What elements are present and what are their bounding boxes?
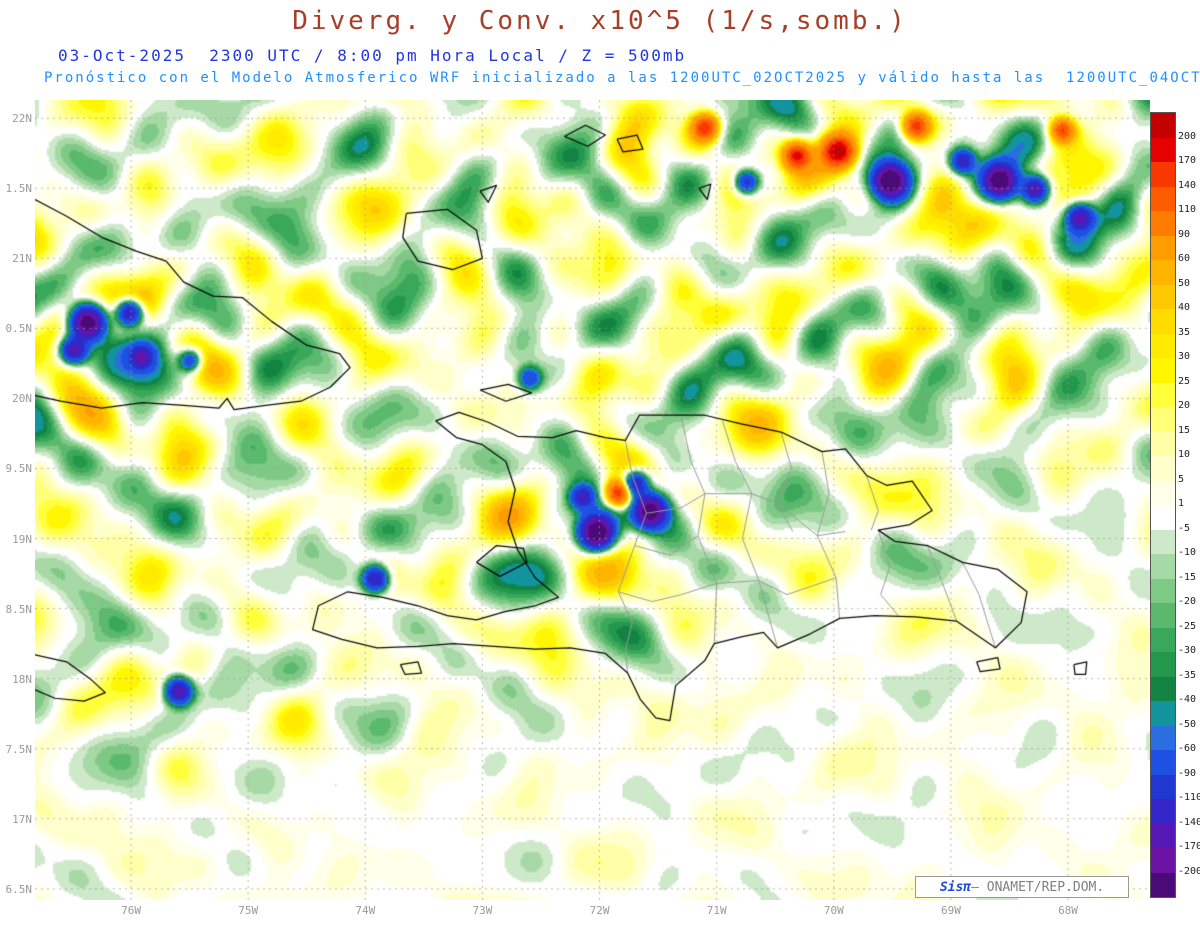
lon-tick-label: 75W (238, 904, 259, 917)
colorbar-segment (1151, 431, 1175, 456)
colorbar-segment (1151, 480, 1175, 505)
colorbar-segment (1151, 676, 1175, 701)
colorbar-segment (1151, 235, 1175, 260)
colorbar-segment (1151, 799, 1175, 824)
colorbar-tick-label: -20 (1178, 596, 1197, 607)
map-area: Sisπ – ONAMET/REP.DOM. (35, 100, 1150, 900)
colorbar-tick-label: 140 (1178, 179, 1197, 191)
lat-tick-label: 1.5N (5, 182, 33, 196)
colorbar-tick-label: 10 (1178, 449, 1191, 460)
colorbar-tick-label: 15 (1178, 424, 1191, 436)
colorbar-tick-label: -40 (1178, 694, 1197, 705)
colorbar-segment (1151, 750, 1175, 775)
colorbar-segment (1151, 284, 1175, 309)
colorbar-segment (1151, 260, 1175, 285)
colorbar-segment (1151, 872, 1175, 897)
colorbar-segment (1151, 309, 1175, 334)
colorbar-segment (1151, 382, 1175, 407)
colorbar-segment (1151, 823, 1175, 848)
sispi-logo-text: Sisπ (939, 879, 972, 895)
colorbar-segment (1151, 186, 1175, 211)
lat-tick-label: 21N (12, 252, 32, 266)
colorbar-tick-label: 60 (1178, 253, 1191, 264)
colorbar-segment (1151, 774, 1175, 799)
colorbar-tick-label: -5 (1178, 522, 1191, 534)
colorbar-tick-label: 35 (1178, 326, 1191, 338)
colorbar-tick-label: -110 (1178, 792, 1200, 803)
colorbar-segment (1151, 848, 1175, 873)
colorbar-tick-label: 40 (1178, 302, 1191, 313)
colorbar-tick-label: -10 (1178, 547, 1197, 558)
lat-tick-label: 20N (12, 392, 32, 406)
lon-tick-label: 73W (472, 904, 493, 917)
colorbar-tick-label: -15 (1178, 571, 1197, 583)
colorbar-tick-label: 20 (1178, 400, 1191, 411)
lat-tick-label: 6.5N (5, 882, 33, 896)
lat-tick-label: 8.5N (5, 602, 33, 616)
colorbar-tick-label: -200 (1178, 865, 1200, 877)
colorbar-segment (1151, 701, 1175, 726)
colorbar-segment (1151, 578, 1175, 603)
lat-tick-label: 9.5N (5, 462, 33, 476)
colorbar-segment (1151, 725, 1175, 750)
colorbar-segment (1151, 554, 1175, 579)
lon-tick-label: 71W (706, 904, 727, 917)
valid-time-line: 03-Oct-2025 2300 UTC / 8:00 pm Hora Loca… (58, 46, 687, 65)
colorbar-tick-label: 1 (1178, 498, 1185, 509)
colorbar-tick-label: 90 (1178, 228, 1191, 240)
lat-tick-label: 7.5N (5, 742, 33, 756)
colorbar-segment (1151, 137, 1175, 162)
colorbar-tick-label: -35 (1178, 669, 1197, 681)
colorbar-tick-label: -170 (1178, 841, 1200, 852)
colorbar-segment (1151, 652, 1175, 677)
colorbar-tick-label: -50 (1178, 718, 1197, 730)
lat-tick-label: 0.5N (5, 322, 33, 336)
colorbar-segment (1151, 505, 1175, 530)
colorbar-segment (1151, 603, 1175, 628)
colorbar-segment (1151, 358, 1175, 383)
colorbar-segment (1151, 407, 1175, 432)
colorbar-tick-label: 5 (1178, 473, 1185, 485)
colorbar-segment (1151, 627, 1175, 652)
lon-tick-label: 68W (1058, 904, 1078, 917)
lon-tick-label: 72W (589, 904, 610, 917)
colorbar-segment (1151, 456, 1175, 481)
lon-tick-label: 74W (355, 904, 376, 917)
map-title: Diverg. y Conv. x10^5 (1/s,somb.) (292, 6, 908, 36)
colorbar-tick-label: 25 (1178, 375, 1191, 387)
attribution-text: – ONAMET/REP.DOM. (971, 879, 1105, 895)
attribution-box: Sisπ – ONAMET/REP.DOM. (915, 876, 1129, 898)
lon-tick-label: 76W (121, 904, 141, 917)
colorbar-tick-label: 30 (1178, 351, 1191, 362)
lat-tick-label: 22N (12, 112, 32, 126)
lon-tick-label: 70W (823, 904, 844, 917)
colorbar-tick-label: 110 (1178, 204, 1197, 215)
model-info-line: Pronóstico con el Modelo Atmosferico WRF… (44, 70, 1200, 86)
lat-tick-label: 19N (12, 532, 32, 546)
colorbar (1150, 112, 1176, 898)
colorbar-tick-label: -60 (1178, 743, 1197, 754)
lat-tick-label: 17N (12, 812, 32, 826)
colorbar-segment (1151, 113, 1175, 138)
colorbar-segment (1151, 162, 1175, 187)
colorbar-tick-label: 200 (1178, 130, 1197, 142)
coastlines-overlay-canvas (35, 100, 1150, 900)
colorbar-tick-label: -90 (1178, 767, 1197, 779)
colorbar-tick-label: -25 (1178, 620, 1197, 632)
colorbar-tick-label: -30 (1178, 645, 1197, 656)
lon-tick-label: 69W (940, 904, 961, 917)
colorbar-tick-label: 50 (1178, 277, 1191, 289)
colorbar-tick-label: 170 (1178, 155, 1197, 166)
colorbar-segment (1151, 211, 1175, 236)
colorbar-segment (1151, 333, 1175, 358)
colorbar-segment (1151, 529, 1175, 554)
colorbar-tick-label: -140 (1178, 816, 1200, 828)
lat-tick-label: 18N (12, 672, 32, 686)
